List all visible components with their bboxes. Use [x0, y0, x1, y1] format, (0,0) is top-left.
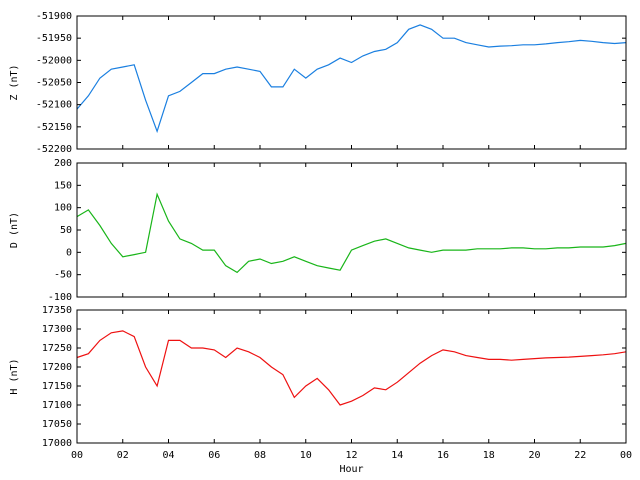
x-tick-label: 22	[574, 450, 586, 461]
x-axis-label: Hour	[339, 464, 363, 475]
y-tick-label: -52000	[36, 55, 72, 66]
data-line	[76, 330, 627, 406]
x-tick-label: 18	[483, 450, 495, 461]
x-tick-label: 12	[345, 450, 357, 461]
y-tick-label: -50	[54, 270, 72, 281]
y-tick-label: 17050	[42, 419, 72, 430]
y-tick-label: -51900	[36, 11, 72, 22]
plot-frame	[76, 15, 627, 150]
x-tick-label: 04	[162, 450, 174, 461]
y-tick-label: -52100	[36, 100, 72, 111]
x-tick-label: 14	[391, 450, 403, 461]
y-tick-label: -51950	[36, 33, 72, 44]
x-tick-label: 08	[254, 450, 266, 461]
y-axis-label: H (nT)	[9, 358, 20, 394]
y-axis-label: D (nT)	[9, 212, 20, 248]
x-tick-label: 06	[208, 450, 220, 461]
x-tick-label: 10	[300, 450, 312, 461]
y-tick-label: 17150	[42, 381, 72, 392]
y-tick-label: 17350	[42, 305, 72, 316]
y-tick-label: 200	[54, 158, 72, 169]
x-tick-label: 00	[620, 450, 632, 461]
y-tick-label: -52150	[36, 122, 72, 133]
y-tick-label: 17300	[42, 324, 72, 335]
y-axis-label: Z (nT)	[9, 64, 20, 100]
x-tick-label: 20	[528, 450, 540, 461]
plot-frame	[76, 162, 627, 298]
data-line	[76, 24, 627, 134]
y-tick-label: 17250	[42, 343, 72, 354]
y-tick-label: 50	[60, 225, 72, 236]
y-tick-label: 100	[54, 203, 72, 214]
y-tick-label: -52050	[36, 78, 72, 89]
y-tick-label: 17100	[42, 400, 72, 411]
y-tick-label: 17000	[42, 438, 72, 449]
y-tick-label: -100	[48, 292, 72, 303]
y-tick-label: 150	[54, 180, 72, 191]
x-tick-label: 00	[71, 450, 83, 461]
x-tick-label: 02	[117, 450, 129, 461]
y-tick-label: 0	[66, 247, 72, 258]
y-tick-label: -52200	[36, 144, 72, 155]
y-tick-label: 17200	[42, 362, 72, 373]
x-tick-label: 16	[437, 450, 449, 461]
data-line	[76, 192, 627, 274]
